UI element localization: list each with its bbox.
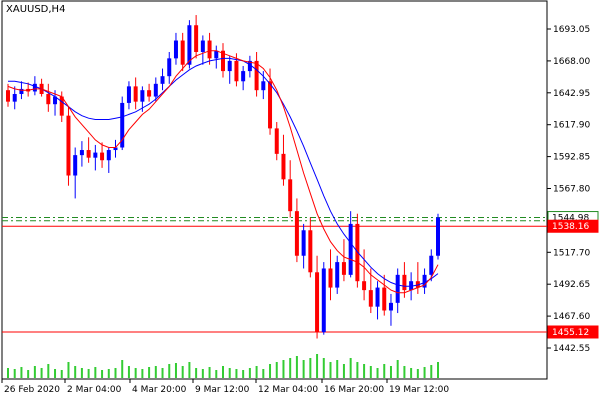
candle[interactable] — [328, 249, 333, 301]
candle[interactable] — [39, 78, 44, 97]
candle[interactable] — [268, 68, 273, 135]
candle[interactable] — [388, 293, 393, 326]
candle[interactable] — [436, 213, 440, 260]
candle[interactable] — [308, 217, 313, 278]
candle[interactable] — [73, 147, 78, 199]
candle[interactable] — [6, 83, 10, 107]
svg-text:1544.98: 1544.98 — [552, 214, 589, 224]
candle[interactable] — [241, 65, 246, 91]
time-tick-label: 19 Mar 12:00 — [389, 385, 449, 395]
candle[interactable] — [382, 274, 387, 316]
candle[interactable] — [207, 32, 212, 65]
candle[interactable] — [281, 134, 286, 186]
candle[interactable] — [66, 106, 71, 186]
candle[interactable] — [288, 160, 293, 218]
price-tick-label: 1442.55 — [553, 344, 590, 354]
horizontal-lines — [2, 217, 547, 333]
candle[interactable] — [375, 281, 380, 320]
candle[interactable] — [341, 239, 346, 282]
time-tick-label: 26 Feb 2020 — [4, 385, 60, 395]
price-tick-label: 1668.00 — [553, 57, 590, 67]
candle[interactable] — [221, 43, 225, 78]
candle[interactable] — [227, 55, 232, 84]
candle[interactable] — [100, 142, 105, 168]
time-tick-label: 2 Mar 04:00 — [67, 385, 122, 395]
candle[interactable] — [429, 249, 434, 282]
time-tick-label: 9 Mar 12:00 — [195, 385, 250, 395]
plot-frame — [1, 0, 548, 380]
candle[interactable] — [402, 262, 407, 298]
price-tick-label: 1642.95 — [553, 89, 590, 99]
candle[interactable] — [12, 86, 17, 110]
price-tick-label: 1592.85 — [553, 153, 590, 163]
candle[interactable] — [133, 77, 138, 110]
volume-bars — [7, 354, 439, 378]
price-tick-label: 1693.05 — [553, 25, 590, 35]
candle[interactable] — [86, 137, 91, 163]
candle[interactable] — [113, 139, 118, 158]
candle[interactable] — [335, 255, 340, 294]
price-label: 1538.16 — [547, 219, 599, 233]
candle[interactable] — [321, 262, 326, 335]
symbol-title: XAUUSD,H4 — [6, 4, 65, 15]
candle[interactable] — [120, 96, 125, 151]
time-tick-label: 16 Mar 20:00 — [324, 385, 384, 395]
candle[interactable] — [415, 262, 420, 294]
moving-averages — [7, 50, 439, 294]
candle[interactable] — [294, 198, 299, 263]
price-tick-label: 1467.60 — [553, 312, 590, 322]
price-label: 1455.12 — [547, 325, 599, 339]
candle[interactable] — [362, 249, 367, 301]
candle[interactable] — [147, 83, 152, 102]
svg-text:1455.12: 1455.12 — [552, 328, 589, 338]
candle[interactable] — [46, 83, 51, 112]
candle[interactable] — [79, 141, 84, 167]
candles[interactable] — [6, 15, 440, 339]
candle[interactable] — [254, 51, 259, 97]
svg-text:1538.16: 1538.16 — [552, 222, 589, 232]
candle[interactable] — [395, 268, 400, 314]
candle[interactable] — [422, 268, 427, 294]
candle[interactable] — [301, 223, 306, 269]
candle[interactable] — [194, 15, 199, 59]
ma-fast-line — [7, 50, 439, 294]
ma-slow-line — [8, 57, 439, 287]
candle[interactable] — [106, 147, 111, 173]
candle[interactable] — [200, 35, 205, 65]
candle[interactable] — [274, 122, 279, 161]
time-tick-label: 12 Mar 04:00 — [258, 385, 318, 395]
time-axis[interactable]: 26 Feb 2020 2 Mar 04:00 4 Mar 20:00 9 Mar 1… — [1, 379, 449, 395]
candle[interactable] — [247, 55, 252, 78]
candle[interactable] — [167, 51, 172, 84]
price-tick-label: 1617.90 — [553, 121, 590, 131]
candle[interactable] — [126, 81, 131, 110]
time-tick-label: 4 Mar 20:00 — [132, 385, 187, 395]
candle[interactable] — [160, 68, 165, 91]
candle[interactable] — [180, 32, 185, 72]
price-tick-label: 1492.65 — [553, 280, 590, 290]
price-tick-label: 1567.80 — [553, 185, 590, 195]
candle[interactable] — [93, 144, 98, 171]
candle[interactable] — [315, 255, 320, 339]
price-tick-label: 1517.70 — [553, 248, 590, 258]
candle[interactable] — [32, 76, 37, 96]
candle[interactable] — [173, 32, 178, 65]
candle[interactable] — [348, 211, 353, 278]
candle[interactable] — [368, 268, 373, 314]
candle[interactable] — [153, 77, 158, 102]
candle[interactable] — [214, 45, 219, 69]
price-axis[interactable]: 1693.05 1668.00 1642.95 1617.90 1592.85 1567.… — [547, 25, 590, 354]
